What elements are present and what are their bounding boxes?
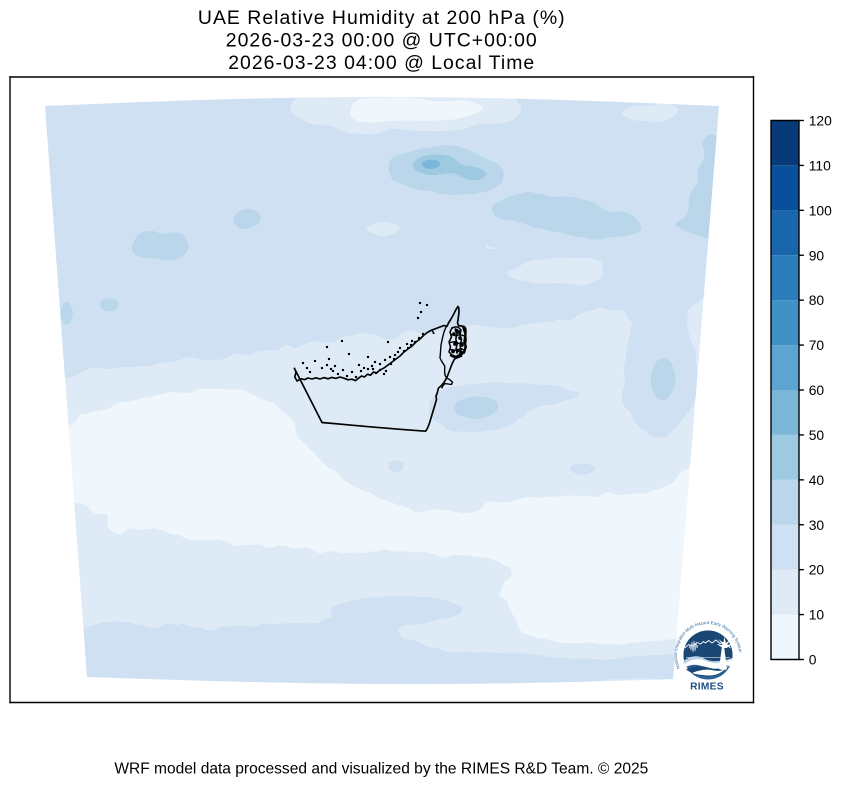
svg-text:50: 50 (809, 427, 825, 443)
svg-text:10: 10 (809, 607, 825, 623)
svg-text:30: 30 (809, 517, 825, 533)
svg-text:100: 100 (809, 202, 832, 218)
svg-text:90: 90 (809, 247, 825, 263)
svg-text:RIMES: RIMES (690, 682, 724, 693)
svg-text:2026-03-23 00:00 @ UTC+00:00: 2026-03-23 00:00 @ UTC+00:00 (226, 29, 538, 51)
svg-text:70: 70 (809, 337, 825, 353)
svg-text:2026-03-23 04:00 @ Local Time: 2026-03-23 04:00 @ Local Time (228, 52, 535, 74)
svg-text:UAE Relative Humidity at 200 h: UAE Relative Humidity at 200 hPa (%) (198, 7, 566, 29)
svg-text:20: 20 (809, 562, 825, 578)
svg-text:60: 60 (809, 382, 825, 398)
svg-text:110: 110 (809, 157, 831, 173)
svg-text:40: 40 (809, 472, 825, 488)
svg-text:80: 80 (809, 292, 825, 308)
svg-text:0: 0 (809, 652, 817, 668)
svg-text:120: 120 (809, 113, 832, 129)
svg-text:WRF model data processed and v: WRF model data processed and visualized … (114, 761, 648, 778)
